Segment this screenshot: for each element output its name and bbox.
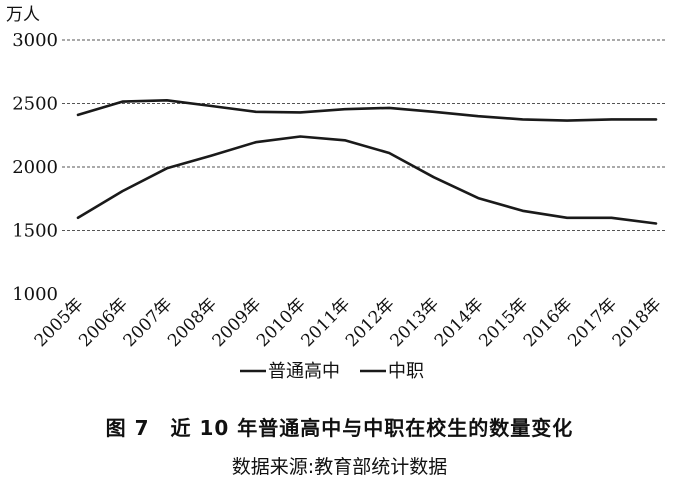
data-source: 数据来源:教育部统计数据 [231,456,448,478]
x-tick-label: 2009年 [209,294,266,351]
x-tick-label: 2016年 [520,294,577,351]
x-tick-label: 2018年 [609,294,666,351]
x-tick-label: 2012年 [342,294,399,351]
unit-label: 万人 [6,5,40,25]
gridlines [62,39,667,231]
y-tick-label: 1500 [12,221,58,242]
legend: 普通高中 中职 [240,361,424,382]
legend-label: 普通高中 [268,361,340,382]
y-tick-label: 3000 [12,30,58,51]
x-tick-label: 2013年 [386,294,443,351]
legend-label: 中职 [388,361,424,382]
y-tick-label: 1000 [12,284,58,305]
series-line-1 [76,99,658,122]
x-axis: 2005年2006年2007年2008年2009年2010年2011年2012年… [31,294,666,351]
x-tick-label: 2010年 [253,294,310,351]
series-lines [76,99,658,225]
x-tick-label: 2006年 [75,294,132,351]
y-tick-label: 2000 [12,157,58,178]
figure-title: 图 7 近 10 年普通高中与中职在校生的数量变化 [105,416,574,440]
x-tick-label: 2017年 [564,294,621,351]
x-tick-label: 2014年 [431,294,488,351]
series-line-2 [76,135,658,225]
x-tick-label: 2011年 [298,294,355,351]
x-tick-label: 2015年 [475,294,532,351]
y-tick-label: 2500 [12,94,58,115]
x-tick-label: 2008年 [164,294,221,351]
x-tick-label: 2007年 [120,294,177,351]
line-chart: 1000 1500 2000 2500 3000 2005年2006年2007年2008… [6,5,667,382]
y-axis: 1000 1500 2000 2500 3000 [12,30,58,305]
